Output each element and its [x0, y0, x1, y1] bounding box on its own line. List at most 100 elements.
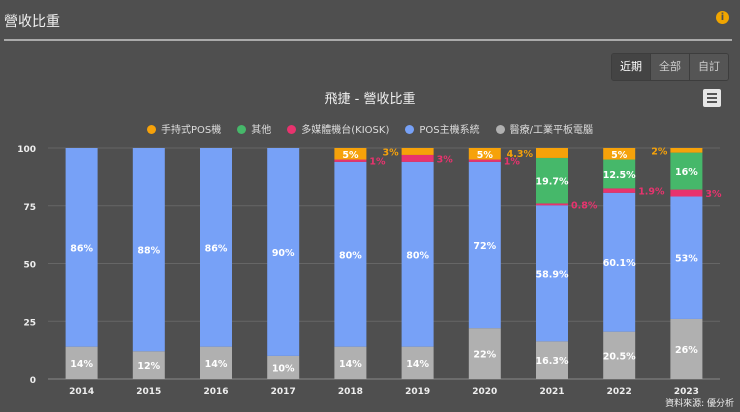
bar-segment	[468, 159, 501, 162]
legend-label: 其他	[251, 125, 272, 136]
data-label: 3%	[437, 154, 454, 165]
bar-segment	[603, 188, 636, 193]
divider	[4, 39, 732, 41]
range-custom-button[interactable]: 自訂	[689, 54, 728, 80]
data-label: 19.7%	[536, 177, 569, 188]
bar-segment	[132, 148, 165, 352]
bar-segment	[536, 157, 568, 204]
bar-segment	[401, 148, 434, 155]
legend-label: 多媒體機台(KIOSK)	[301, 125, 390, 136]
data-label: 12%	[137, 361, 160, 372]
x-tick-label: 2018	[338, 387, 363, 397]
bar-segment	[536, 341, 568, 379]
bar-segment	[65, 346, 98, 379]
bar-segment	[65, 148, 98, 347]
legend-item[interactable]: 多媒體機台(KIOSK)	[287, 121, 389, 136]
data-label: 72%	[473, 241, 496, 252]
x-tick-label: 2022	[607, 387, 632, 397]
legend-label: 手持式POS機	[161, 125, 222, 136]
bar-segment	[401, 346, 434, 379]
bar-segment	[670, 196, 703, 319]
legend-item[interactable]: 手持式POS機	[147, 121, 221, 136]
data-label: 10%	[272, 363, 295, 374]
bar-segment	[132, 351, 165, 379]
data-label: 1%	[504, 157, 521, 168]
data-label: 22%	[473, 350, 496, 361]
x-tick-label: 2020	[472, 387, 497, 397]
data-label: 3%	[382, 147, 399, 158]
data-label: 88%	[137, 246, 160, 257]
data-label: 60.1%	[603, 258, 636, 269]
data-label: 86%	[70, 243, 93, 254]
y-tick-label: 25	[23, 318, 36, 328]
y-tick-label: 75	[23, 203, 36, 213]
bar-segment	[468, 328, 501, 379]
data-label: 80%	[339, 250, 362, 261]
data-label: 14%	[205, 359, 228, 370]
data-label: 0.8%	[571, 200, 598, 211]
data-label: 1%	[369, 157, 386, 168]
data-label: 80%	[406, 250, 429, 261]
legend-dot-icon	[405, 125, 415, 134]
bar-segment	[536, 203, 568, 206]
legend-dot-icon	[287, 125, 297, 134]
data-label: 16%	[675, 167, 698, 178]
legend-dot-icon	[237, 125, 247, 134]
data-label: 5%	[611, 150, 628, 161]
legend-item[interactable]: 醫療/工業平板電腦	[495, 121, 593, 136]
range-all-button[interactable]: 全部	[650, 54, 689, 80]
bar-segment	[334, 148, 367, 160]
panel-title: 營收比重	[4, 14, 60, 30]
data-label: 90%	[272, 248, 295, 259]
data-label: 14%	[406, 359, 429, 370]
data-label: 58.9%	[536, 269, 569, 280]
data-label: 53%	[675, 254, 698, 265]
x-tick-label: 2017	[271, 387, 296, 397]
x-tick-label: 2014	[69, 387, 94, 397]
legend-dot-icon	[495, 125, 505, 134]
bar-segment	[670, 152, 703, 190]
bar-segment	[334, 346, 367, 379]
bar-segment	[334, 159, 367, 162]
range-recent-button[interactable]: 近期	[612, 54, 650, 80]
bar-segment	[267, 355, 300, 379]
y-tick-label: 0	[30, 376, 36, 386]
data-label: 1.9%	[638, 187, 665, 198]
legend-label: 醫療/工業平板電腦	[509, 125, 593, 136]
bar-segment	[401, 161, 434, 347]
y-tick-label: 50	[23, 261, 36, 271]
data-label: 4.3%	[507, 149, 534, 160]
x-tick-label: 2023	[674, 387, 699, 397]
bar-segment	[200, 346, 232, 379]
x-tick-label: 2015	[136, 387, 161, 397]
bar-segment	[603, 159, 636, 189]
bar-segment	[536, 205, 568, 342]
data-label: 2%	[651, 146, 668, 157]
bar-segment	[536, 148, 568, 158]
data-label: 5%	[477, 150, 494, 161]
legend-item[interactable]: 其他	[237, 121, 271, 136]
x-tick-label: 2019	[405, 387, 430, 397]
legend-item[interactable]: POS主機系統	[405, 121, 480, 136]
chart-title: 飛捷 - 營收比重	[324, 92, 416, 107]
data-label: 20.5%	[603, 351, 636, 362]
bar-segment	[468, 148, 501, 160]
source-note: 資料來源: 優分析	[665, 399, 734, 409]
bar-segment	[334, 161, 367, 347]
bar-segment	[670, 318, 703, 379]
bar-segment	[603, 192, 636, 332]
bar-segment	[670, 189, 703, 197]
hamburger-menu-icon[interactable]	[703, 89, 721, 107]
legend-dot-icon	[147, 125, 157, 134]
data-label: 12.5%	[603, 170, 636, 181]
bar-segment	[603, 148, 636, 160]
legend-label: POS主機系統	[419, 125, 480, 136]
info-icon[interactable]: i	[716, 11, 729, 24]
data-label: 3%	[705, 189, 722, 200]
x-tick-label: 2021	[539, 387, 564, 397]
bar-segment	[670, 148, 703, 153]
bar-segment	[267, 148, 300, 356]
data-label: 14%	[70, 359, 93, 370]
data-label: 86%	[205, 243, 228, 254]
